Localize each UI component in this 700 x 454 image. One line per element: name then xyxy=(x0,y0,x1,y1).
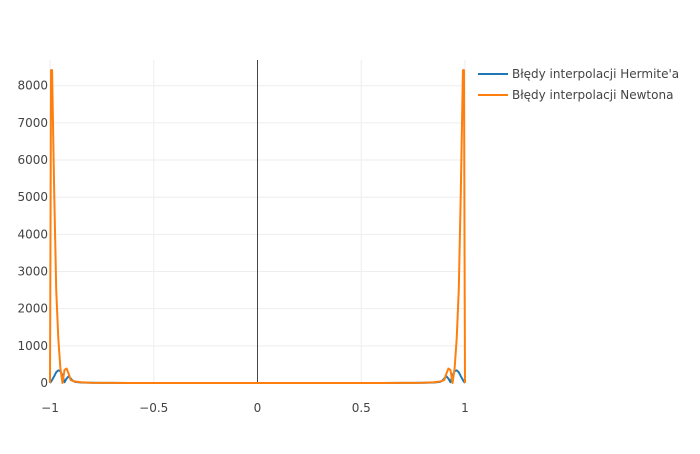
axis-layer: 0 1000 2000 3000 4000 5000 6000 7000 8000 −1 −0.5 0… xyxy=(17,79,468,415)
legend-item-1[interactable]: Błędy interpolacji Newtona xyxy=(478,88,673,102)
legend-item-0[interactable]: Błędy interpolacji Hermite'a xyxy=(478,67,679,81)
y-tick-label: 6000 xyxy=(17,153,48,167)
legend[interactable]: Błędy interpolacji Hermite'a Błędy interp… xyxy=(478,67,679,102)
y-tick-label: 4000 xyxy=(17,227,48,241)
y-tick-label: 2000 xyxy=(17,302,48,316)
x-tick-label: 0 xyxy=(254,401,262,415)
x-tick-label: −1 xyxy=(41,401,59,415)
y-tick-label: 5000 xyxy=(17,190,48,204)
series-layer xyxy=(49,69,466,384)
series-line-1[interactable] xyxy=(49,69,466,384)
x-tick-label: 0.5 xyxy=(352,401,371,415)
y-tick-label: 0 xyxy=(40,376,48,390)
y-tick-label: 1000 xyxy=(17,339,48,353)
legend-label: Błędy interpolacji Hermite'a xyxy=(512,67,679,81)
x-tick-label: −0.5 xyxy=(139,401,168,415)
y-tick-label: 8000 xyxy=(17,79,48,93)
legend-label: Błędy interpolacji Newtona xyxy=(512,88,673,102)
y-tick-label: 7000 xyxy=(17,116,48,130)
x-tick-label: 1 xyxy=(461,401,469,415)
y-tick-label: 3000 xyxy=(17,265,48,279)
